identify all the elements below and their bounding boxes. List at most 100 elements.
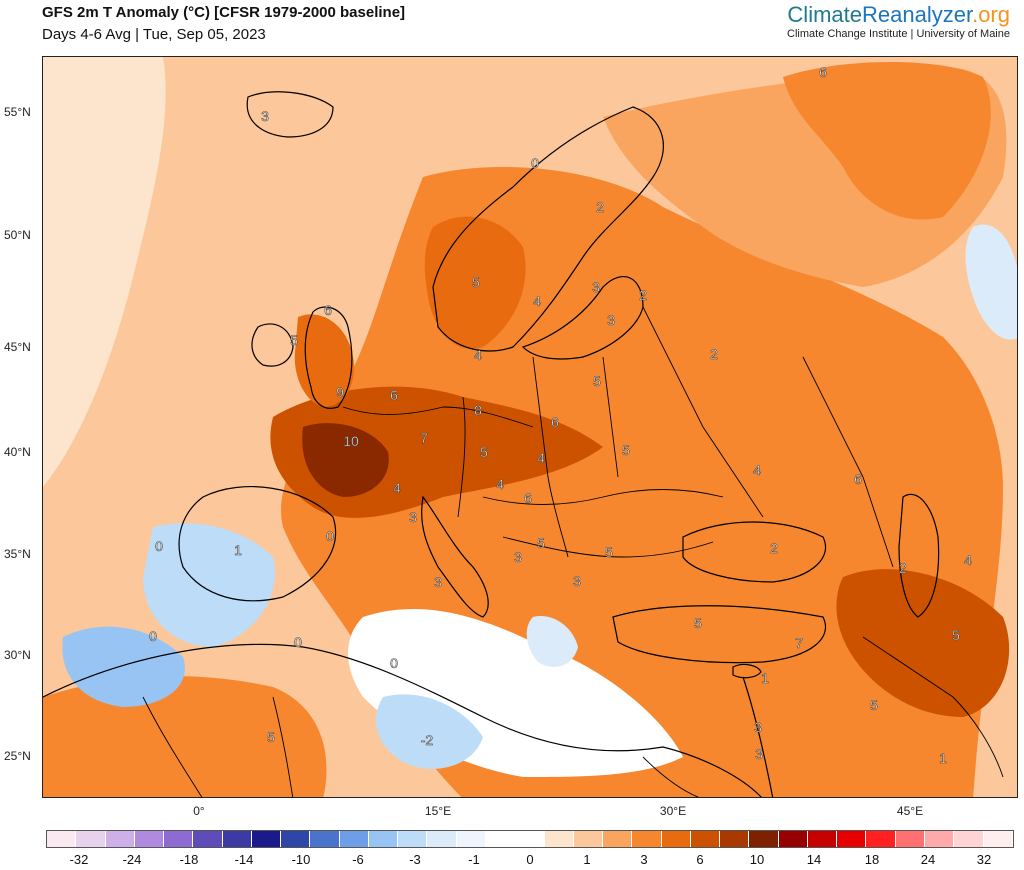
colorbar-swatch <box>105 831 135 847</box>
colorbar-swatch <box>47 831 77 847</box>
colorbar-swatch <box>983 831 1013 847</box>
anomaly-value-label: 6 <box>524 490 532 506</box>
anomaly-value-label: 5 <box>290 332 298 348</box>
colorbar-swatch <box>603 831 633 847</box>
anomaly-value-label: 6 <box>324 302 332 318</box>
colorbar <box>46 830 1014 848</box>
anomaly-map[interactable]: 6 3 0 2 5 4 3 2 6 5 3 4 9 6 5 2 8 6 10 7 5 4 5 4 6 4 4 6 3 0 1 0 2 5 3 5 2 4 3… <box>42 56 1018 798</box>
colorbar-swatch <box>339 831 369 847</box>
anomaly-value-label: 5 <box>605 544 613 560</box>
anomaly-value-label: 0 <box>531 155 539 171</box>
anomaly-hot-africa <box>43 676 327 797</box>
colorbar-label: 32 <box>976 852 992 867</box>
colorbar-label: -24 <box>122 852 142 867</box>
anomaly-hottest-france <box>302 423 389 497</box>
anomaly-value-label: 5 <box>593 373 601 389</box>
lat-label: 25°N <box>4 749 31 763</box>
chart-subtitle: Days 4-6 Avg | Tue, Sep 05, 2023 <box>42 26 266 43</box>
caspian-coastline <box>898 493 940 618</box>
lat-label: 50°N <box>4 228 31 242</box>
anomaly-value-label: 6 <box>551 414 559 430</box>
colorbar-label: 14 <box>806 852 822 867</box>
anomaly-value-label: 9 <box>336 384 344 400</box>
anomaly-value-label: 6 <box>854 471 862 487</box>
colorbar-swatch <box>661 831 691 847</box>
colorbar-swatch <box>954 831 984 847</box>
anomaly-value-label: 0 <box>149 628 157 644</box>
colorbar-swatch <box>310 831 340 847</box>
anomaly-value-label: 3 <box>573 573 581 589</box>
anomaly-value-label: 3 <box>607 312 615 328</box>
coastlines <box>43 91 940 797</box>
colorbar-label: -3 <box>409 852 421 867</box>
colorbar-swatch <box>544 831 574 847</box>
anomaly-value-label: 4 <box>533 293 541 309</box>
anomaly-value-label: 2 <box>899 560 907 576</box>
colorbar-label: -10 <box>291 852 311 867</box>
colorbar-label: -32 <box>69 852 89 867</box>
anomaly-value-label: 1 <box>234 542 242 558</box>
lat-label: 35°N <box>4 547 31 561</box>
anomaly-value-label: 7 <box>420 430 428 446</box>
ireland-coastline <box>251 323 294 367</box>
anomaly-value-label: 3 <box>592 279 600 295</box>
anomaly-cool-libya <box>375 694 483 769</box>
colorbar-label: 3 <box>640 852 648 867</box>
colorbar-label: -6 <box>352 852 364 867</box>
anomaly-value-label: 10 <box>343 433 359 449</box>
colorbar-swatch <box>281 831 311 847</box>
brand-name: ClimateReanalyzer.org <box>787 2 1010 27</box>
colorbar-label: 10 <box>749 852 765 867</box>
colorbar-swatch <box>632 831 662 847</box>
anomaly-value-label: 6 <box>819 64 827 80</box>
colorbar-swatch <box>222 831 252 847</box>
anomaly-hot-middleeast <box>836 569 1010 717</box>
anomaly-value-label: 0 <box>390 655 398 671</box>
uk-coastline <box>304 306 353 409</box>
anomaly-value-label: -2 <box>421 732 434 748</box>
anomaly-value-label: 4 <box>537 450 545 466</box>
anomaly-value-label: 7 <box>795 635 803 651</box>
anomaly-warm-region-north2 <box>783 62 991 220</box>
colorbar-label: 0 <box>526 852 534 867</box>
anomaly-cool-spain <box>143 523 275 647</box>
italy-coastline <box>421 495 489 618</box>
anomaly-value-label: 3 <box>514 549 522 565</box>
black-sea-coastline <box>682 521 827 583</box>
lat-label: 45°N <box>4 340 31 354</box>
anomaly-value-label: 8 <box>474 402 482 418</box>
colorbar-label: 18 <box>864 852 880 867</box>
colorbar-swatch <box>398 831 428 847</box>
africa-coastline <box>43 643 762 797</box>
anomaly-cool-africa <box>62 626 185 707</box>
colorbar-swatch <box>573 831 604 847</box>
anomaly-value-label: 5 <box>480 444 488 460</box>
anomaly-value-label: 6 <box>390 387 398 403</box>
colorbar-swatch <box>193 831 223 847</box>
borders <box>142 306 1004 797</box>
colorbar-swatch <box>368 831 399 847</box>
colorbar-label: -1 <box>468 852 480 867</box>
anomaly-value-label: 3 <box>434 574 442 590</box>
baltic-coastline <box>521 276 644 360</box>
anomaly-cool-greece <box>526 616 578 667</box>
colorbar-label: -18 <box>179 852 199 867</box>
anomaly-value-label: 3 <box>755 746 763 762</box>
anomaly-value-label: 0 <box>294 634 302 650</box>
lon-label: 30°E <box>659 804 687 818</box>
lon-label: 45°E <box>896 804 924 818</box>
lon-label: 15°E <box>424 804 452 818</box>
colorbar-label: 6 <box>696 852 704 867</box>
colorbar-swatch <box>485 831 516 847</box>
cyprus-coastline <box>732 663 762 679</box>
turkey-coastline <box>612 605 827 664</box>
iberia-coastline <box>178 486 337 602</box>
brand-logo[interactable]: ClimateReanalyzer.org Climate Change Ins… <box>787 2 1010 40</box>
anomaly-value-label: 4 <box>964 552 972 568</box>
colorbar-swatch <box>807 831 838 847</box>
lat-label: 55°N <box>4 105 31 119</box>
anomaly-value-label: 4 <box>474 347 482 363</box>
lon-label: 0° <box>193 804 205 818</box>
anomaly-value-label: 2 <box>770 540 778 556</box>
